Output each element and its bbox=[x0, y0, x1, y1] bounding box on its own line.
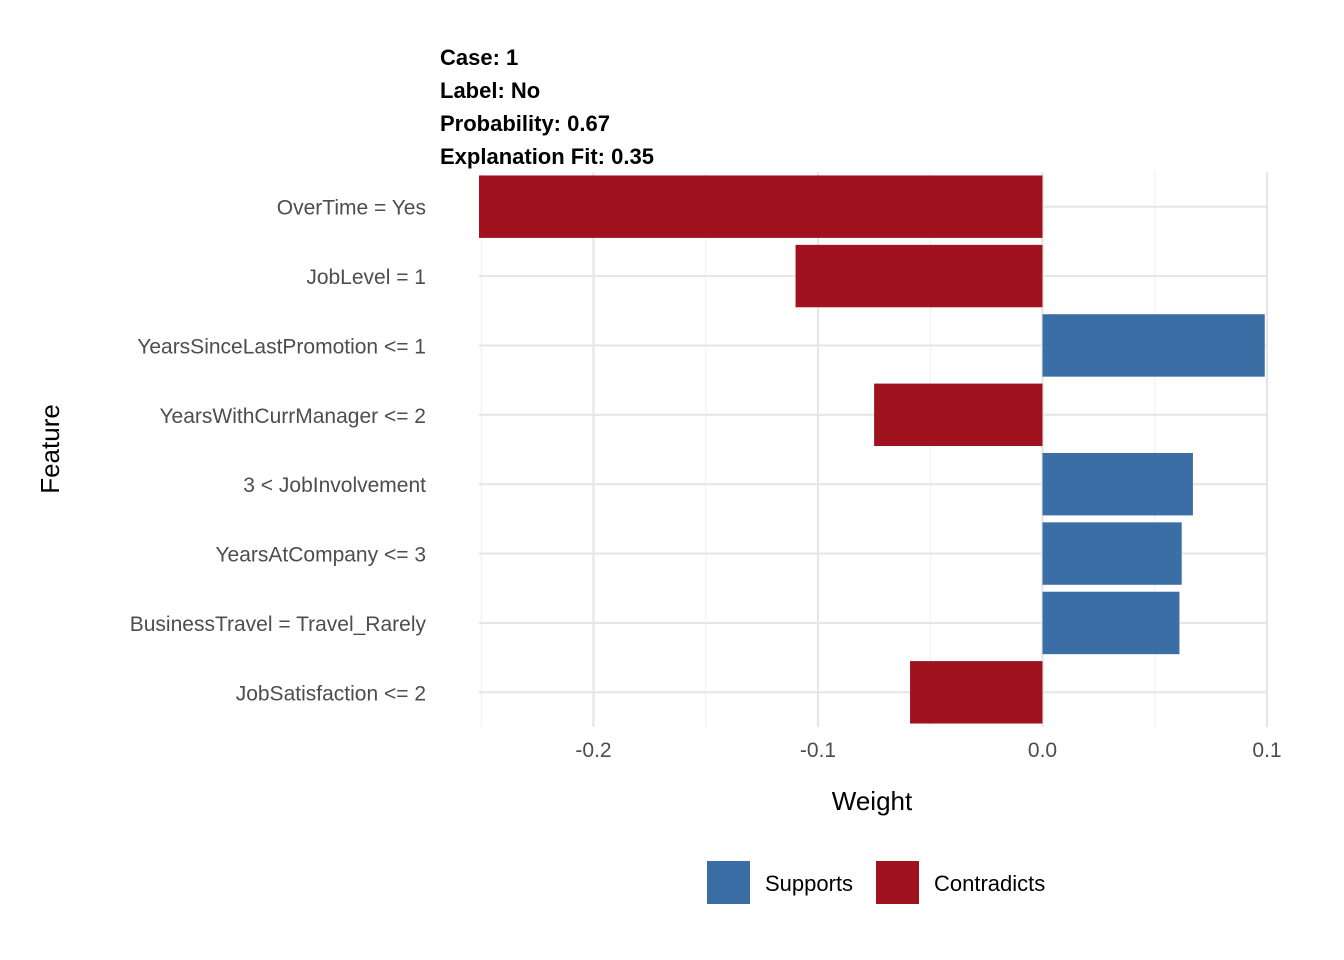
bar-contradicts bbox=[479, 175, 1043, 238]
bar-supports bbox=[1042, 452, 1193, 516]
y-tick-label: BusinessTravel = Travel_Rarely bbox=[130, 613, 427, 636]
y-tick-label: 3 < JobInvolvement bbox=[243, 474, 426, 497]
y-axis-labels: OverTime = Yes JobLevel = 1 YearsSinceLast… bbox=[130, 197, 427, 706]
bar-contradicts bbox=[874, 383, 1043, 447]
y-axis-title: Feature bbox=[35, 404, 65, 494]
legend-key-supports bbox=[707, 861, 750, 904]
y-tick-label: JobSatisfaction <= 2 bbox=[236, 682, 426, 705]
x-tick-label: -0.1 bbox=[800, 739, 836, 762]
label-label: Label: No bbox=[440, 78, 540, 103]
bar-contradicts bbox=[910, 661, 1043, 724]
case-label: Case: 1 bbox=[440, 45, 518, 70]
bars bbox=[479, 175, 1265, 724]
x-axis-title: Weight bbox=[832, 786, 913, 816]
chart-header: Case: 1 Label: No Probability: 0.67 Expl… bbox=[440, 45, 654, 169]
probability-label: Probability: 0.67 bbox=[440, 111, 610, 136]
bar-supports bbox=[1042, 591, 1180, 655]
x-tick-label: 0.0 bbox=[1028, 739, 1057, 762]
x-tick-label: -0.2 bbox=[575, 739, 611, 762]
y-tick-label: YearsWithCurrManager <= 2 bbox=[159, 405, 426, 428]
y-tick-label: YearsSinceLastPromotion <= 1 bbox=[137, 335, 426, 358]
bar-contradicts bbox=[795, 244, 1043, 308]
x-tick-label: 0.1 bbox=[1252, 739, 1281, 762]
legend-label-contradicts: Contradicts bbox=[934, 871, 1045, 896]
legend-label-supports: Supports bbox=[765, 871, 853, 896]
y-tick-label: JobLevel = 1 bbox=[306, 266, 426, 289]
legend-key-contradicts bbox=[876, 861, 919, 904]
y-tick-label: OverTime = Yes bbox=[277, 197, 426, 220]
bar-supports bbox=[1042, 314, 1265, 377]
legend: Supports Contradicts bbox=[707, 861, 1045, 904]
x-axis-ticks: -0.2 -0.1 0.0 0.1 bbox=[575, 739, 1281, 762]
y-tick-label: YearsAtCompany <= 3 bbox=[215, 544, 426, 567]
explanation-fit-label: Explanation Fit: 0.35 bbox=[440, 144, 654, 169]
bar-supports bbox=[1042, 522, 1182, 585]
